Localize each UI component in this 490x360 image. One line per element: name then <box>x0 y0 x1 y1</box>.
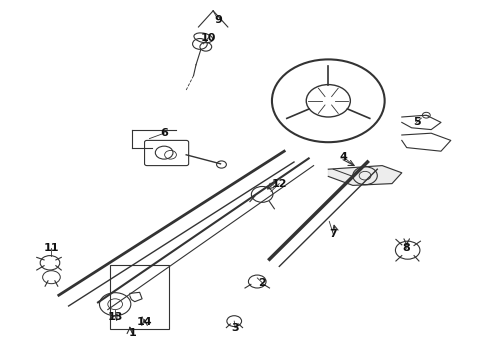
Text: 1: 1 <box>128 328 136 338</box>
Polygon shape <box>328 166 402 185</box>
Text: 6: 6 <box>160 128 168 138</box>
Text: 7: 7 <box>329 229 337 239</box>
Text: 4: 4 <box>339 152 347 162</box>
Text: 2: 2 <box>258 278 266 288</box>
Bar <box>110 265 169 329</box>
Text: 9: 9 <box>214 15 222 25</box>
Text: 13: 13 <box>107 312 123 322</box>
Text: 14: 14 <box>137 317 152 327</box>
Text: 12: 12 <box>271 179 287 189</box>
Text: 8: 8 <box>403 243 411 253</box>
Text: 10: 10 <box>200 33 216 43</box>
FancyBboxPatch shape <box>145 140 189 166</box>
Text: 3: 3 <box>231 323 239 333</box>
Text: 5: 5 <box>413 117 420 127</box>
Text: 11: 11 <box>44 243 59 253</box>
